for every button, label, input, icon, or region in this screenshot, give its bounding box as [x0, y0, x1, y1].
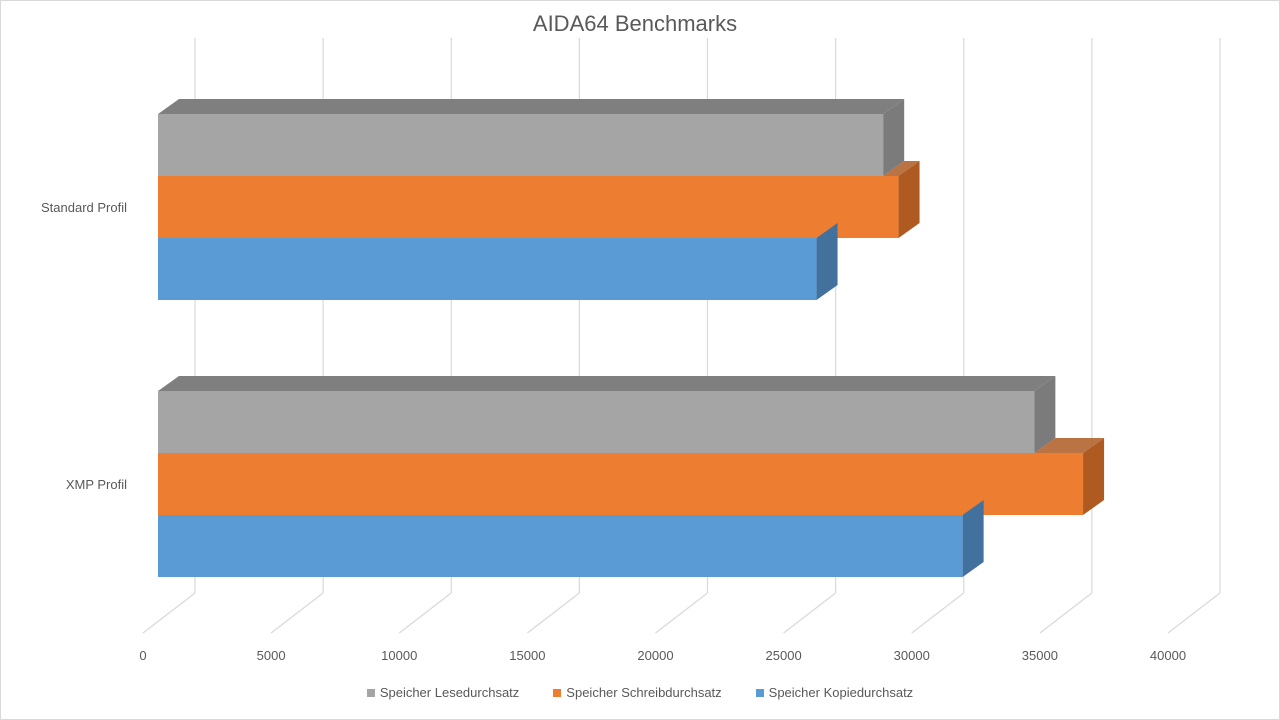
x-tick-label: 10000 — [381, 648, 417, 663]
chart-title: AIDA64 Benchmarks — [532, 11, 738, 36]
x-tick-label: 20000 — [637, 648, 673, 663]
bar — [158, 223, 838, 300]
floor-gridline — [1167, 592, 1221, 634]
legend-item: Speicher Lesedurchsatz — [366, 685, 520, 700]
bar — [158, 99, 905, 176]
x-tick-label: 40000 — [1150, 648, 1186, 663]
x-tick-label: 30000 — [894, 648, 930, 663]
floor-gridline — [398, 592, 452, 634]
bar — [158, 438, 1105, 515]
floor-gridline — [142, 592, 196, 634]
category-label: XMP Profil — [66, 477, 127, 492]
legend-label: Speicher Lesedurchsatz — [379, 685, 520, 700]
x-tick-label: 15000 — [509, 648, 545, 663]
bar — [158, 376, 1056, 453]
floor-gridline — [655, 592, 708, 634]
x-tick-label: 25000 — [766, 648, 802, 663]
floor-gridline — [527, 592, 580, 634]
floor-gridline — [1039, 592, 1093, 634]
bar — [158, 500, 984, 577]
x-tick-label: 35000 — [1022, 648, 1058, 663]
legend-label: Speicher Kopiedurchsatz — [768, 685, 914, 700]
floor-gridline — [911, 592, 965, 634]
bar — [158, 161, 920, 238]
category-label: Standard Profil — [41, 200, 127, 215]
legend-swatch — [755, 688, 764, 697]
legend-item: Speicher Schreibdurchsatz — [553, 685, 722, 700]
x-tick-label: 5000 — [257, 648, 286, 663]
floor-gridline — [783, 592, 836, 634]
x-tick-label: 0 — [139, 648, 146, 663]
legend-swatch — [553, 688, 562, 697]
legend-item: Speicher Kopiedurchsatz — [755, 685, 914, 700]
legend-swatch — [366, 688, 375, 697]
axis-labels: 0 5000 10000 15000 20000 25000 30000 35000 40000… — [41, 200, 1186, 663]
legend: Speicher Lesedurchsatz Speicher Schreibdu… — [0, 685, 1280, 700]
legend-label: Speicher Schreibdurchsatz — [566, 685, 722, 700]
bars — [158, 99, 1105, 577]
floor-gridline — [270, 592, 324, 634]
